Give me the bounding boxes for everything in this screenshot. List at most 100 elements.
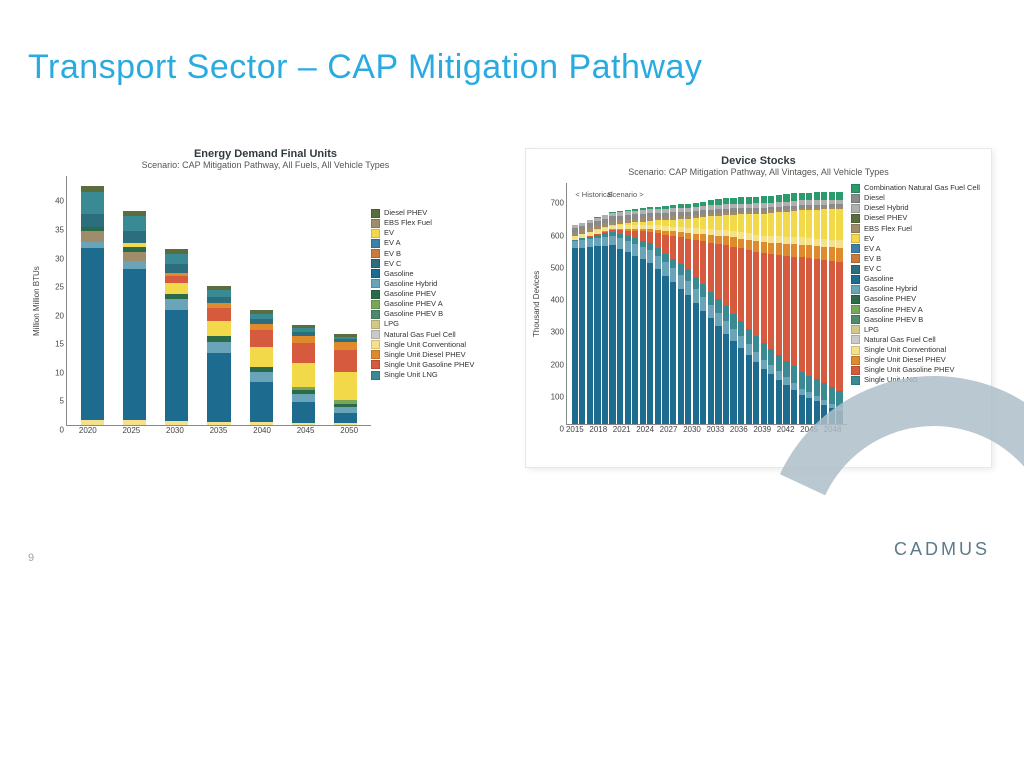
bar-segment	[829, 261, 835, 387]
bar	[81, 186, 104, 425]
legend-swatch	[371, 360, 380, 369]
bar-segment	[640, 247, 646, 259]
legend-swatch	[371, 259, 380, 268]
bar-segment	[602, 237, 608, 246]
legend-swatch	[371, 300, 380, 309]
bar-segment	[814, 210, 820, 239]
legend-item: Natural Gas Fuel Cell	[371, 330, 493, 340]
bar-segment	[123, 269, 146, 420]
legend-swatch	[851, 265, 860, 274]
bar-segment	[640, 259, 646, 424]
xtick: 2027	[660, 425, 678, 434]
bar-segment	[806, 398, 812, 424]
xtick: 2039	[753, 425, 771, 434]
bar-segment	[708, 216, 714, 229]
bar	[783, 194, 789, 424]
bar	[806, 193, 812, 424]
bar-segment	[753, 362, 759, 424]
bar-segment	[334, 413, 357, 423]
legend-swatch	[851, 295, 860, 304]
bar-segment	[776, 212, 782, 236]
bar-segment	[655, 256, 661, 269]
ytick: 700	[551, 199, 564, 208]
bar-segment	[700, 311, 706, 424]
legend-item: Single Unit Conventional	[371, 340, 493, 350]
legend-item: Gasoline Hybrid	[371, 279, 493, 289]
bar-segment	[609, 245, 615, 424]
legend-label: Gasoline PHEV B	[384, 309, 443, 319]
bar-segment	[730, 314, 736, 329]
legend-swatch	[851, 254, 860, 263]
legend-label: Gasoline PHEV	[864, 294, 916, 304]
legend-label: Gasoline PHEV	[384, 289, 436, 299]
bar	[594, 217, 600, 424]
bar	[738, 197, 744, 424]
bar-segment	[783, 244, 789, 256]
ytick: 600	[551, 231, 564, 240]
bar-segment	[594, 238, 600, 247]
bar-segment	[738, 321, 744, 336]
bar-segment	[123, 216, 146, 231]
bar	[776, 195, 782, 424]
bar-segment	[678, 237, 684, 264]
bar-segment	[165, 264, 188, 273]
bar	[821, 192, 827, 424]
legend-item: LPG	[851, 325, 985, 335]
legend-swatch	[371, 249, 380, 258]
bar	[587, 220, 593, 424]
bar-segment	[693, 289, 699, 303]
bar	[761, 196, 767, 424]
chart2-subtitle: Scenario: CAP Mitigation Pathway, All Vi…	[532, 167, 985, 177]
chart1-xlabels: 2020202520302035204020452050	[66, 426, 371, 435]
legend-label: EV B	[384, 249, 401, 259]
bar-segment	[821, 247, 827, 260]
bar-segment	[123, 252, 146, 261]
bar-segment	[761, 214, 767, 236]
bar-segment	[836, 209, 842, 241]
bar-segment	[625, 241, 631, 252]
xtick: 2024	[636, 425, 654, 434]
page-title: Transport Sector – CAP Mitigation Pathwa…	[28, 48, 702, 87]
bar	[250, 310, 273, 425]
bar-segment	[123, 420, 146, 425]
legend-swatch	[371, 290, 380, 299]
bar-segment	[791, 390, 797, 424]
legend-swatch	[851, 346, 860, 355]
bar-segment	[806, 193, 812, 201]
xtick: 2020	[66, 426, 110, 435]
legend-label: EV B	[864, 254, 881, 264]
legend-swatch	[371, 320, 380, 329]
bar-segment	[821, 260, 827, 383]
bar-segment	[723, 334, 729, 424]
bar-segment	[587, 247, 593, 424]
bar-segment	[617, 249, 623, 424]
legend-swatch	[851, 184, 860, 193]
legend-item: Single Unit LNG	[371, 370, 493, 380]
chart1-subtitle: Scenario: CAP Mitigation Pathway, All Fu…	[32, 160, 499, 170]
bar-segment	[334, 342, 357, 349]
bar-segment	[776, 355, 782, 371]
bar-segment	[829, 192, 835, 200]
bar-segment	[821, 192, 827, 200]
bar-segment	[292, 394, 315, 402]
legend-item: Gasoline PHEV	[371, 289, 493, 299]
bar-segment	[708, 318, 714, 424]
bar-segment	[708, 292, 714, 305]
bar-segment	[791, 244, 797, 257]
xtick: 2018	[589, 425, 607, 434]
ytick: 35	[55, 226, 64, 235]
ytick: 40	[55, 197, 64, 206]
legend-item: Single Unit Diesel PHEV	[371, 350, 493, 360]
bar-segment	[700, 284, 706, 297]
chart1-yticks: 0510152025303540	[44, 176, 66, 426]
bar-segment	[670, 268, 676, 282]
bar-segment	[685, 295, 691, 424]
bar-segment	[685, 281, 691, 296]
bar-segment	[738, 214, 744, 232]
bar-segment	[715, 236, 721, 244]
legend-label: EV C	[384, 259, 402, 269]
legend-item: EV A	[371, 238, 493, 248]
bar-segment	[806, 210, 812, 238]
legend-label: Gasoline PHEV B	[864, 315, 923, 325]
legend-label: Gasoline Hybrid	[384, 279, 437, 289]
